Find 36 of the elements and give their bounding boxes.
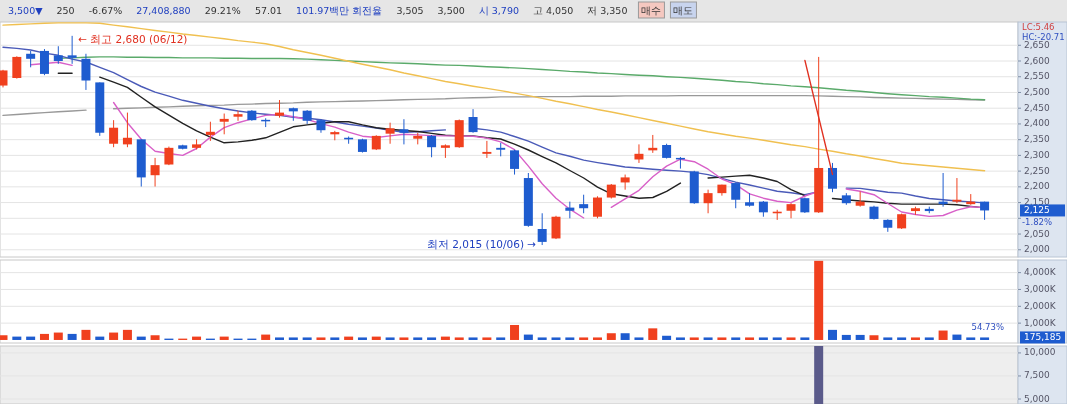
y-tick-label: 4,000K — [1024, 267, 1057, 278]
text: 시 3,790 — [478, 4, 519, 16]
y-tick-label: 2,000K — [1024, 300, 1057, 311]
text: 3,500 — [437, 4, 465, 16]
y-tick-label: 2,250 — [1024, 165, 1051, 176]
annotation: 54.73% — [971, 321, 1004, 332]
y-tick-label: 2,450 — [1024, 102, 1051, 113]
y-tick-label: 2,000 — [1024, 244, 1051, 255]
text: 57.01 — [254, 4, 283, 16]
text: 매도 — [673, 4, 694, 16]
text: 3,505 — [396, 4, 424, 16]
text: 고 4,050 — [533, 4, 574, 16]
y-tick-label: 1,000K — [1024, 317, 1057, 328]
text: 250 — [56, 4, 75, 16]
annotation: 최저 2,015 (10/06) → — [426, 238, 537, 251]
y-tick-label: 2,300 — [1024, 149, 1051, 160]
text: -6.67% — [88, 4, 123, 16]
y-tick-label: 2,200 — [1024, 181, 1051, 192]
y-tick-label: 2,650 — [1024, 39, 1051, 50]
annotation: ← 최고 2,680 (06/12) — [78, 32, 188, 45]
text: 29.21% — [204, 4, 241, 16]
y-tick-label: 2,550 — [1024, 71, 1051, 82]
text: HC:-20.71 — [1022, 31, 1065, 42]
text: -1.82% — [1022, 216, 1053, 227]
text: 27,408,880 — [136, 4, 191, 16]
text: LC:5.46 — [1022, 21, 1055, 32]
y-tick-label: 2,050 — [1024, 228, 1051, 239]
y-tick-label: 2,400 — [1024, 118, 1051, 129]
text: 매수 — [641, 4, 662, 16]
text: 저 3,350 — [587, 4, 628, 16]
y-tick-label: 3,000K — [1024, 283, 1057, 294]
y-tick-label: 2,350 — [1024, 134, 1051, 145]
text: 3,500▼ — [8, 4, 44, 16]
text: 101.97백만 회전율 — [296, 4, 383, 16]
y-tick-label: 2,500 — [1024, 86, 1051, 97]
y-tick-label: 2,600 — [1024, 55, 1051, 66]
